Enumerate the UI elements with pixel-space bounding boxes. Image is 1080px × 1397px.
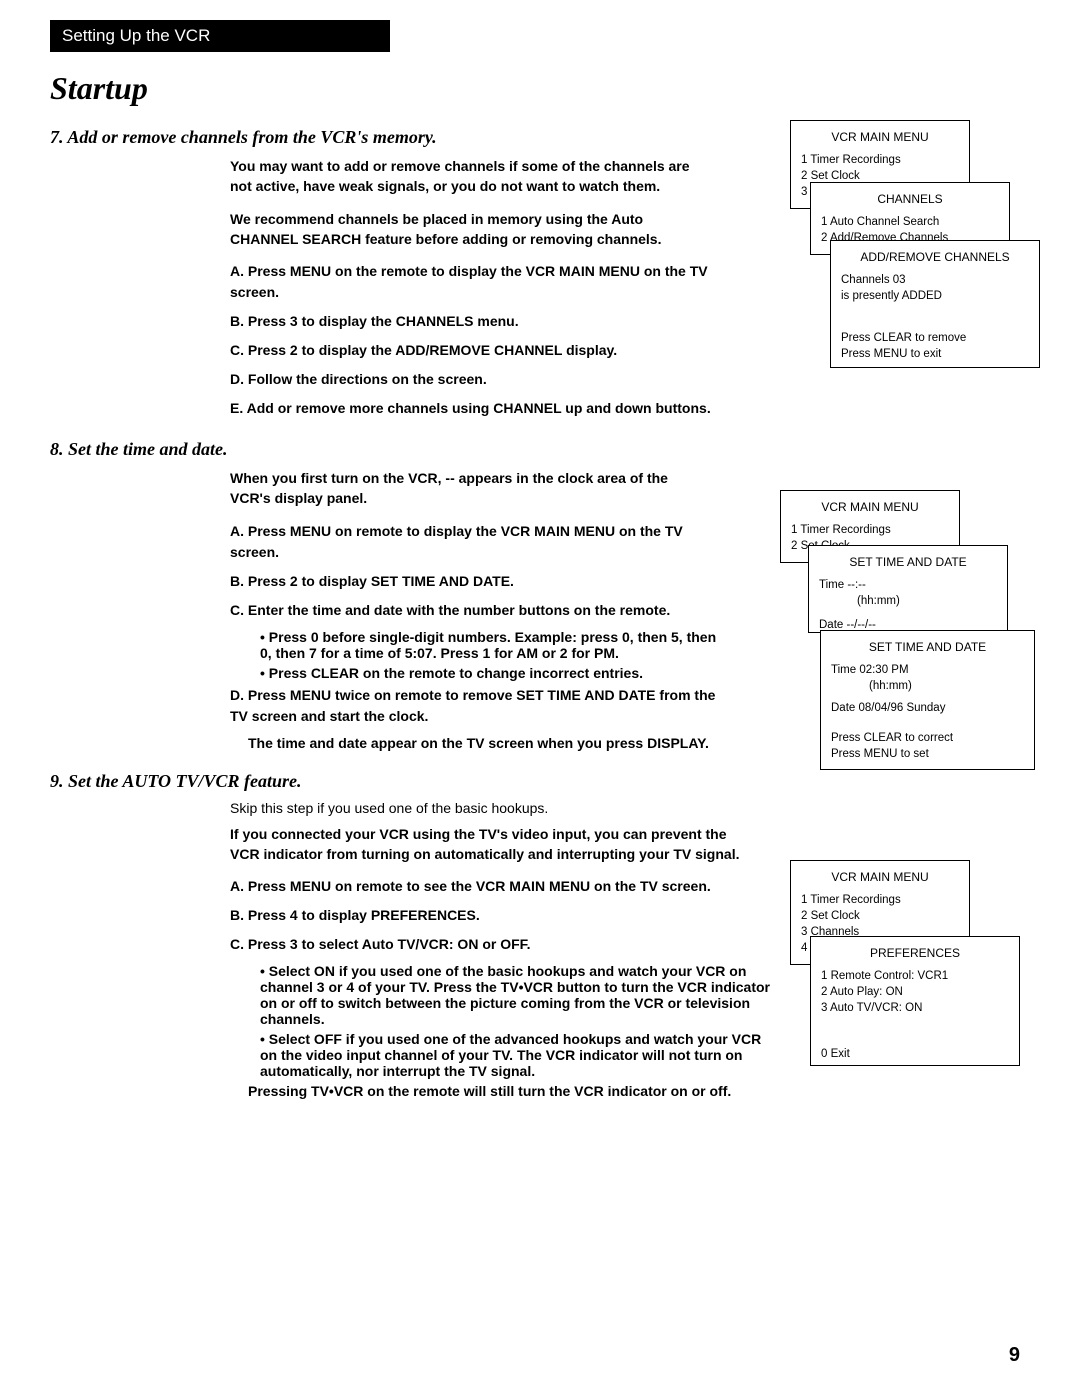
panel-title: VCR MAIN MENU xyxy=(801,129,959,146)
panel-line: 2 Set Clock xyxy=(801,908,959,924)
panel-line: 1 Timer Recordings xyxy=(801,152,959,168)
panel-title: VCR MAIN MENU xyxy=(801,869,959,886)
sec8-steps: A. Press MENU on remote to display the V… xyxy=(230,521,730,751)
panel-line: Press MENU to exit xyxy=(841,346,1029,362)
sec9-A: A. Press MENU on remote to see the VCR M… xyxy=(230,876,770,897)
panel-line: 1 Timer Recordings xyxy=(791,522,949,538)
sec9-steps: A. Press MENU on remote to see the VCR M… xyxy=(230,876,770,1099)
sec7-B: B. Press 3 to display the CHANNELS menu. xyxy=(230,311,730,332)
sec7-A: A. Press MENU on the remote to display t… xyxy=(230,261,730,303)
preferences-menu: PREFERENCES 1 Remote Control: VCR1 2 Aut… xyxy=(810,936,1020,1066)
panel-line: Press CLEAR to remove xyxy=(841,330,1029,346)
panel-line: (hh:mm) xyxy=(819,593,997,609)
sec7-E: E. Add or remove more channels using CHA… xyxy=(230,398,730,419)
sec9-Cs1: • Select ON if you used one of the basic… xyxy=(260,963,770,1027)
menu-stack-1: VCR MAIN MENU 1 Timer Recordings 2 Set C… xyxy=(790,120,1040,380)
sec9-C: C. Press 3 to select Auto TV/VCR: ON or … xyxy=(230,934,770,955)
set-time-filled: SET TIME AND DATE Time 02:30 PM (hh:mm) … xyxy=(820,630,1035,770)
panel-line: 0 Exit xyxy=(821,1046,1009,1062)
menu-stack-3: VCR MAIN MENU 1 Timer Recordings 2 Set C… xyxy=(790,860,1040,1080)
sec7-p2: We recommend channels be placed in memor… xyxy=(230,209,710,250)
sec7-D: D. Follow the directions on the screen. xyxy=(230,369,730,390)
sec8-p1: When you first turn on the VCR, -- appea… xyxy=(230,468,710,509)
panel-line: 1 Remote Control: VCR1 xyxy=(821,968,1009,984)
sec9-skip: Skip this step if you used one of the ba… xyxy=(230,800,1030,816)
panel-line: Time 02:30 PM xyxy=(831,662,1024,678)
sec8-Dnote: The time and date appear on the TV scree… xyxy=(248,735,730,751)
section-header: Setting Up the VCR xyxy=(50,20,390,52)
panel-line: Press CLEAR to correct xyxy=(831,730,1024,746)
sec8-head: 8. Set the time and date. xyxy=(50,439,1030,460)
panel-title: PREFERENCES xyxy=(821,945,1009,962)
panel-title: CHANNELS xyxy=(821,191,999,208)
sec7-steps: A. Press MENU on the remote to display t… xyxy=(230,261,730,419)
sec8-C: C. Enter the time and date with the numb… xyxy=(230,600,730,621)
sec9-Cs2: • Select OFF if you used one of the adva… xyxy=(260,1031,770,1079)
sec8-Cs2: • Press CLEAR on the remote to change in… xyxy=(260,665,730,681)
panel-title: SET TIME AND DATE xyxy=(819,554,997,571)
menu-stack-2: VCR MAIN MENU 1 Timer Recordings 2 Set C… xyxy=(780,490,1040,780)
page-title: Startup xyxy=(50,70,1030,107)
sec7-p1: You may want to add or remove channels i… xyxy=(230,156,710,197)
panel-line: 2 Auto Play: ON xyxy=(821,984,1009,1000)
sec8-D: D. Press MENU twice on remote to remove … xyxy=(230,685,730,727)
sec9-B: B. Press 4 to display PREFERENCES. xyxy=(230,905,770,926)
sec8-B: B. Press 2 to display SET TIME AND DATE. xyxy=(230,571,730,592)
sec7-C: C. Press 2 to display the ADD/REMOVE CHA… xyxy=(230,340,730,361)
panel-title: VCR MAIN MENU xyxy=(791,499,949,516)
sec9-note: Pressing TV•VCR on the remote will still… xyxy=(248,1083,770,1099)
sec8-Cs1: • Press 0 before single-digit numbers. E… xyxy=(260,629,730,661)
panel-line: 1 Auto Channel Search xyxy=(821,214,999,230)
panel-title: SET TIME AND DATE xyxy=(831,639,1024,656)
panel-line: is presently ADDED xyxy=(841,288,1029,304)
sec9-p1: If you connected your VCR using the TV's… xyxy=(230,824,750,865)
page-number: 9 xyxy=(1009,1344,1020,1367)
panel-line: Time --:-- xyxy=(819,577,997,593)
sec8-A: A. Press MENU on remote to display the V… xyxy=(230,521,730,563)
set-time-blank: SET TIME AND DATE Time --:-- (hh:mm) Dat… xyxy=(808,545,1008,633)
panel-line: Date 08/04/96 Sunday xyxy=(831,700,1024,716)
panel-line: 1 Timer Recordings xyxy=(801,892,959,908)
panel-line: Channels 03 xyxy=(841,272,1029,288)
panel-line: (hh:mm) xyxy=(831,678,1024,694)
panel-title: ADD/REMOVE CHANNELS xyxy=(841,249,1029,266)
panel-line: Press MENU to set xyxy=(831,746,1024,762)
panel-line: 3 Auto TV/VCR: ON xyxy=(821,1000,1009,1016)
add-remove-menu: ADD/REMOVE CHANNELS Channels 03 is prese… xyxy=(830,240,1040,368)
